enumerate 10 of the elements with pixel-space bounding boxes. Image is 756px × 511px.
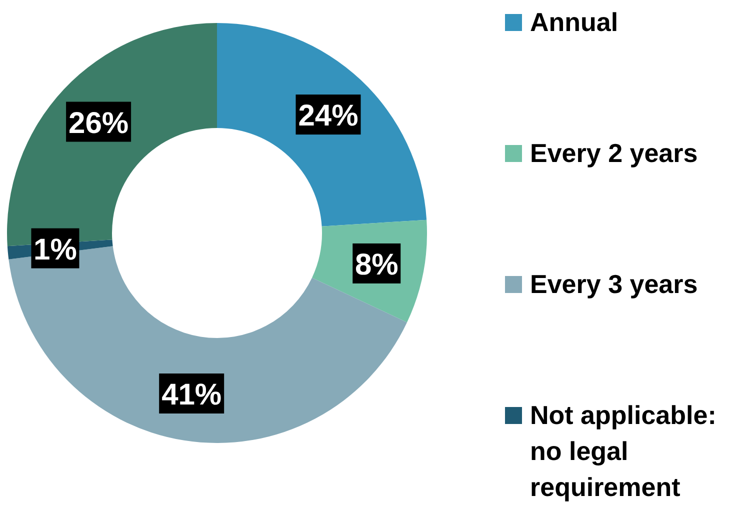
data-label: 41% <box>162 378 222 412</box>
legend-label: Every 3 years <box>530 269 698 299</box>
donut-slice <box>217 23 427 226</box>
legend-label: Annual <box>530 7 618 37</box>
legend-label: Not applicable: no legal requirement <box>530 400 716 502</box>
legend-label: Every 2 years <box>530 138 698 168</box>
data-label: 8% <box>354 248 398 282</box>
data-label: 26% <box>68 106 129 140</box>
data-label: 24% <box>298 100 358 133</box>
data-label: 1% <box>34 233 77 266</box>
